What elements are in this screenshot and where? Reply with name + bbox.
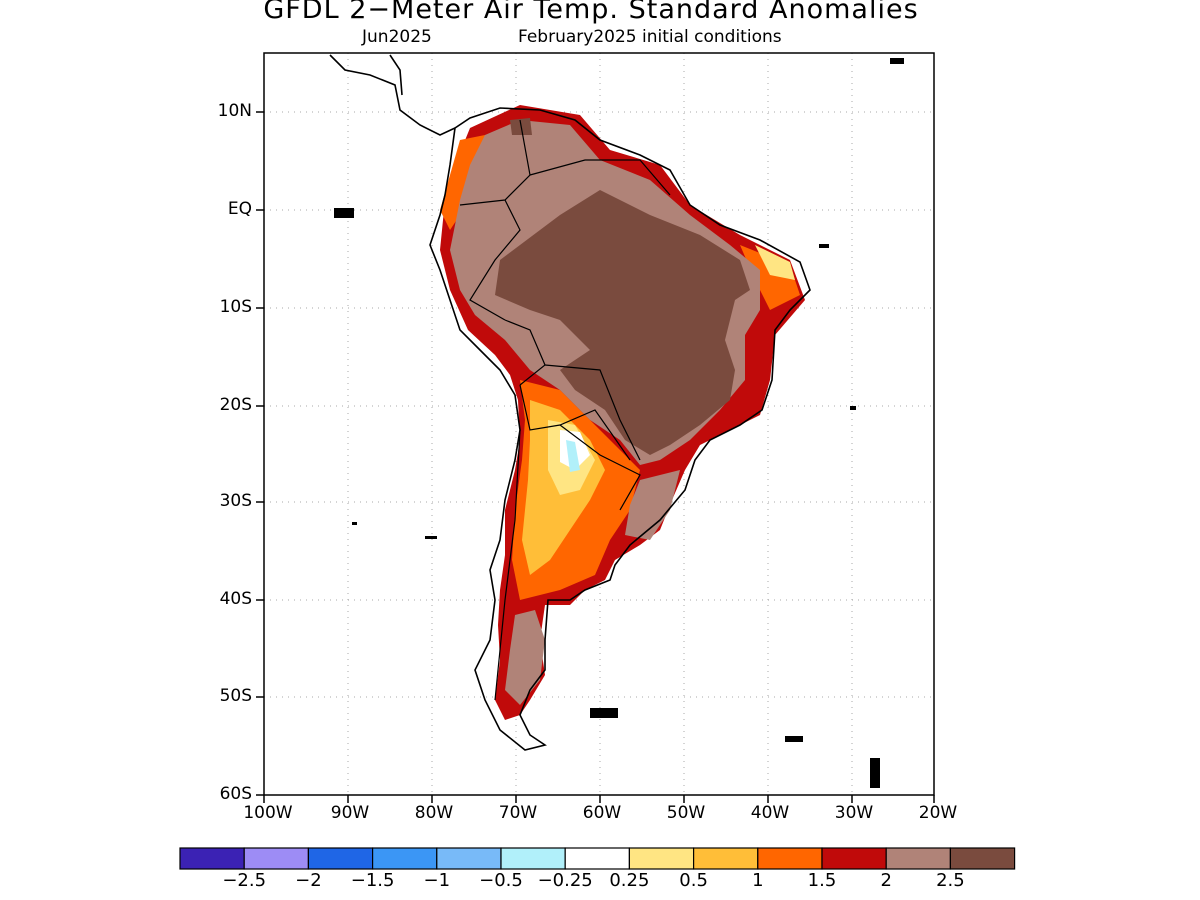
lon-label-50w: 50W — [666, 803, 706, 823]
colorbar — [179, 847, 1016, 870]
axis-ticks — [256, 111, 935, 803]
colorbar-label: 0.5 — [679, 870, 708, 891]
lat-label-eq: EQ — [227, 199, 252, 219]
colorbar-swatch — [500, 847, 566, 870]
colorbar-swatch — [307, 847, 374, 870]
colorbar-swatch — [821, 847, 887, 870]
initial-conditions: February2025 initial conditions — [518, 27, 782, 47]
colorbar-label: 2.5 — [936, 870, 965, 891]
lat-label-40s: 40S — [219, 589, 252, 609]
colorbar-label: 1 — [752, 870, 764, 891]
lon-label-80w: 80W — [414, 803, 454, 823]
lat-label-10n: 10N — [217, 101, 252, 121]
lat-label-20s: 20S — [219, 395, 252, 415]
lon-label-60w: 60W — [582, 803, 622, 823]
lon-label-90w: 90W — [330, 803, 370, 823]
lat-label-10s: 10S — [219, 297, 252, 317]
colorbar-label: 2 — [880, 870, 892, 891]
colorbar-label: −2 — [295, 870, 322, 891]
map-frame — [263, 52, 935, 796]
lat-label-50s: 50S — [219, 686, 252, 706]
lon-label-100w: 100W — [243, 803, 293, 823]
central-america-coast-n — [389, 54, 403, 96]
field-warm-brown-uruguay — [625, 470, 680, 540]
colorbar-label: −1 — [423, 870, 451, 891]
colorbar-swatch — [243, 847, 309, 870]
colorbar-swatch — [692, 847, 759, 870]
forecast-month: Jun2025 — [362, 27, 432, 47]
colorbar-label: −2.5 — [222, 870, 267, 891]
lon-label-30w: 30W — [834, 803, 874, 823]
colorbar-label: −0.5 — [479, 870, 523, 891]
lat-label-60s: 60S — [219, 784, 252, 804]
colorbar-swatch — [885, 847, 952, 870]
colorbar-swatch — [372, 847, 438, 870]
colorbar-swatch — [564, 847, 631, 870]
colorbar-label: 0.25 — [609, 870, 650, 891]
colorbar-swatch — [757, 847, 823, 870]
colorbar-label: −1.5 — [350, 870, 395, 891]
islands — [334, 58, 904, 788]
field-strong-warm — [495, 190, 750, 455]
coastlines — [329, 54, 811, 751]
central-america-coast — [329, 54, 456, 136]
lon-label-40w: 40W — [750, 803, 790, 823]
field-orange-ne — [740, 245, 800, 310]
lon-label-70w: 70W — [498, 803, 538, 823]
field-slight-cool — [566, 440, 580, 472]
anomaly-fields — [440, 105, 805, 720]
field-yellow-ne — [755, 245, 795, 280]
colorbar-swatch — [628, 847, 695, 870]
lon-label-20w: 20W — [918, 803, 958, 823]
colorbar-swatch — [179, 847, 245, 870]
field-warm-brown-south — [505, 610, 545, 705]
south-america-coast — [429, 107, 811, 751]
colorbar-swatch — [436, 847, 502, 870]
country-borders — [459, 119, 671, 701]
colorbar-swatch — [949, 847, 1016, 870]
colorbar-label: 1.5 — [807, 870, 837, 891]
map-title: GFDL 2−Meter Air Temp. Standard Anomalie… — [263, 0, 919, 25]
lat-label-30s: 30S — [219, 491, 252, 511]
colorbar-label: −0.25 — [537, 870, 593, 891]
gridlines — [264, 53, 934, 795]
